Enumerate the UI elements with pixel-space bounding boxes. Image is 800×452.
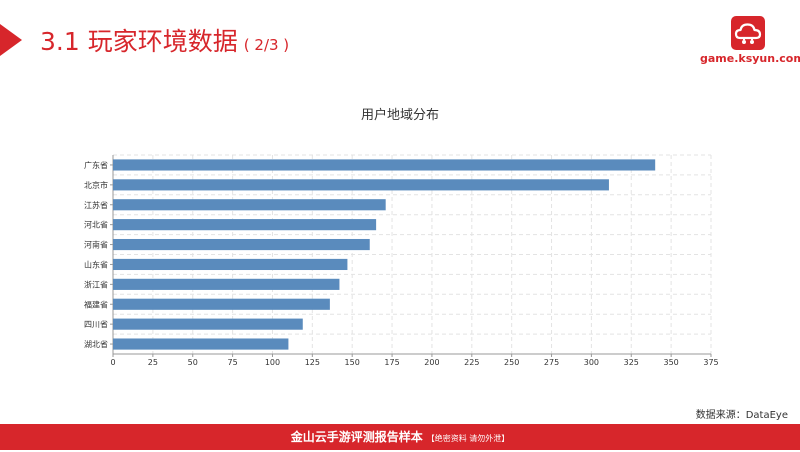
x-tick-label: 325 [624,358,639,367]
cloud-game-logo-icon [731,16,765,50]
bar-1 [113,159,656,171]
bar-3 [113,199,386,211]
x-tick-label: 200 [424,358,439,367]
page-title: 3.1 玩家环境数据 ( 2/3 ) [40,26,289,61]
category-label: 广东省 [84,160,108,170]
footer-bar: 金山云手游评测报告样本 【绝密资料 请勿外泄】 [0,424,800,450]
bar-6 [113,258,348,271]
section-number: 3.1 [40,27,80,56]
data-source: 数据来源：DataEye [695,410,788,421]
x-tick-label: 50 [188,358,198,367]
bar-5 [113,238,370,251]
category-label: 湖北省 [84,339,108,349]
bar-8 [113,298,330,310]
x-tick-label: 275 [544,358,559,367]
x-tick-label: 250 [504,358,519,367]
category-label: 江苏省 [84,200,108,210]
category-label: 浙江省 [84,279,108,289]
bar-10 [113,338,289,350]
x-tick-label: 75 [228,358,238,367]
category-label: 河北省 [84,220,108,230]
x-tick-label: 225 [464,358,479,367]
bar-9 [113,318,303,330]
x-tick-label: 25 [148,358,158,367]
title-page-indicator: ( 2/3 ) [243,36,290,54]
logo-url-text: game.ksyun.com [700,52,800,65]
x-tick-label: 175 [384,358,399,367]
category-label: 北京市 [84,180,108,190]
x-tick-label: 0 [110,358,115,367]
bar-4 [113,219,377,231]
x-tick-label: 125 [305,358,320,367]
title-text: 玩家环境数据 [87,27,238,56]
footer-note: 【绝密资料 请勿外泄】 [426,434,510,443]
title-accent-triangle [0,24,22,56]
x-tick-label: 150 [345,358,360,367]
chart-title: 用户地域分布 [360,108,439,123]
category-label: 四川省 [84,319,108,329]
footer-text: 金山云手游评测报告样本 [290,430,423,444]
x-tick-label: 100 [265,358,280,367]
x-tick-label: 300 [584,358,599,367]
x-tick-label: 375 [703,358,718,367]
bar-7 [113,278,340,290]
category-label: 河南省 [84,240,108,250]
category-label: 山东省 [84,259,108,269]
bar-2 [113,179,609,191]
category-label: 福建省 [84,299,108,309]
x-tick-label: 350 [663,358,678,367]
